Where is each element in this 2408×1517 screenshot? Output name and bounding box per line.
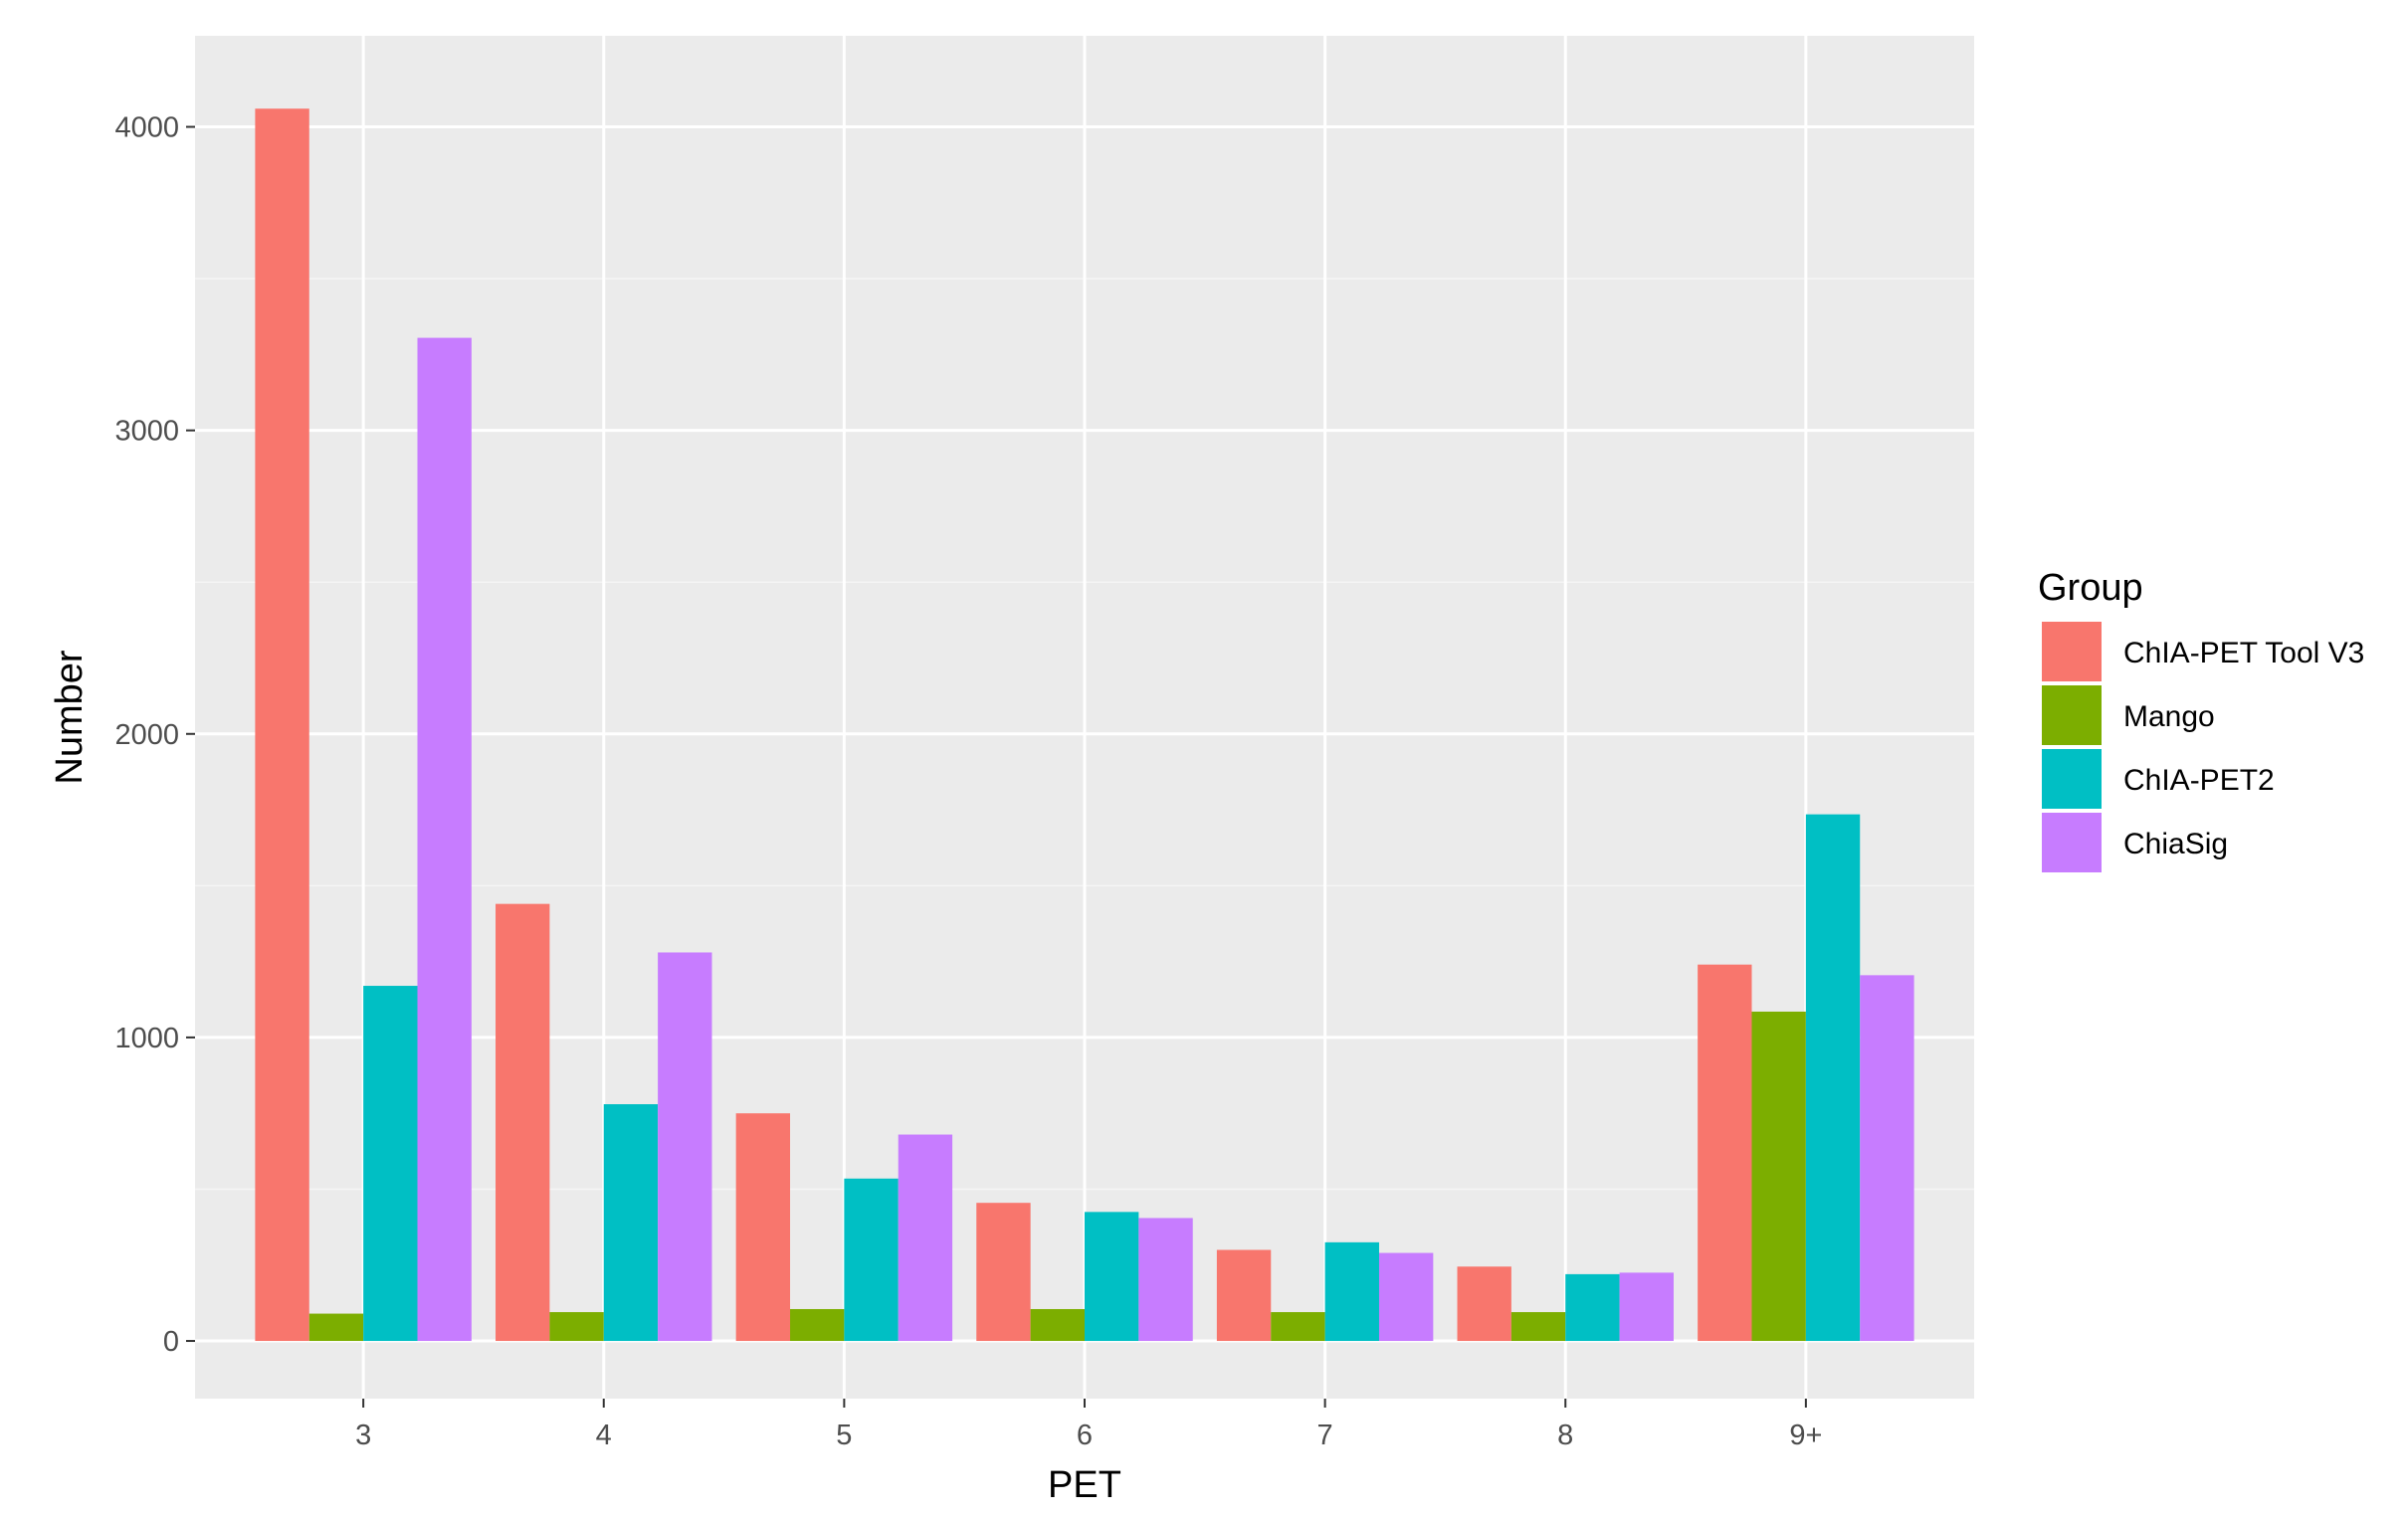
y-axis-title: Number	[49, 650, 91, 784]
bar-mango-4	[549, 1312, 604, 1342]
x-tick-label: 8	[1557, 1420, 1573, 1451]
x-tick-label: 9+	[1789, 1420, 1822, 1451]
legend-title: Group	[2038, 567, 2143, 609]
bar-chia-pet-tool-v3-5	[735, 1113, 791, 1342]
bar-chiasig-4	[658, 952, 712, 1342]
x-axis-title: PET	[1048, 1464, 1121, 1506]
legend-label: ChIA-PET2	[2123, 764, 2275, 797]
legend-label: ChiaSig	[2123, 828, 2228, 860]
bar-mango-6	[1030, 1308, 1085, 1342]
legend-swatch	[2042, 813, 2102, 872]
bar-chiasig-8	[1619, 1272, 1674, 1342]
bar-chia-pet-tool-v3-6	[976, 1203, 1031, 1342]
bar-chia-pet2-5	[844, 1178, 899, 1342]
bar-mango-7	[1271, 1312, 1325, 1342]
bar-chia-pet2-9plus	[1805, 814, 1861, 1342]
bar-chiasig-9plus	[1860, 975, 1914, 1342]
legend-label: Mango	[2123, 700, 2215, 733]
legend-swatch	[2042, 685, 2102, 745]
bar-chia-pet-tool-v3-9plus	[1698, 964, 1752, 1342]
legend-swatch	[2042, 622, 2102, 681]
x-tick-label: 5	[836, 1420, 852, 1451]
x-tick-label: 4	[596, 1420, 612, 1451]
y-tick-label: 1000	[114, 1023, 179, 1054]
bar-mango-8	[1510, 1312, 1566, 1342]
legend-label: ChIA-PET Tool V3	[2123, 637, 2364, 669]
bar-chia-pet2-8	[1565, 1273, 1620, 1342]
y-axis: 0 1000 2000 3000 4000	[114, 112, 195, 1358]
bar-chia-pet2-6	[1085, 1212, 1139, 1342]
bar-mango-5	[790, 1308, 845, 1342]
bar-chia-pet-tool-v3-8	[1457, 1266, 1511, 1342]
bar-chia-pet-tool-v3-3	[255, 108, 309, 1342]
y-tick-label: 3000	[114, 416, 179, 448]
y-tick-label: 4000	[114, 112, 179, 144]
x-tick-label: 7	[1317, 1420, 1333, 1451]
x-tick-label: 3	[355, 1420, 371, 1451]
legend-items: ChIA-PET Tool V3 Mango ChIA-PET2 ChiaSig	[2042, 622, 2364, 872]
bar-chiasig-7	[1378, 1252, 1434, 1342]
bar-mango-9plus	[1751, 1011, 1806, 1342]
legend-swatch	[2042, 749, 2102, 809]
legend: Group ChIA-PET Tool V3 Mango ChIA-PET2 Chia…	[2038, 567, 2364, 872]
bar-chia-pet2-7	[1324, 1241, 1379, 1342]
y-tick-label: 0	[163, 1326, 179, 1358]
bar-chiasig-3	[417, 337, 472, 1342]
bar-mango-3	[308, 1313, 364, 1342]
bar-chia-pet-tool-v3-4	[496, 903, 550, 1342]
bar-chia-pet2-3	[363, 986, 418, 1342]
bars	[255, 108, 1914, 1342]
bar-chiasig-5	[898, 1134, 953, 1342]
bar-chia-pet-tool-v3-7	[1216, 1249, 1272, 1342]
x-axis: 3 4 5 6 7 8 9+	[355, 1399, 1822, 1451]
bar-chia-pet2-4	[603, 1104, 659, 1342]
y-tick-label: 2000	[114, 719, 179, 751]
bar-chiasig-6	[1138, 1218, 1193, 1342]
x-tick-label: 6	[1077, 1420, 1093, 1451]
